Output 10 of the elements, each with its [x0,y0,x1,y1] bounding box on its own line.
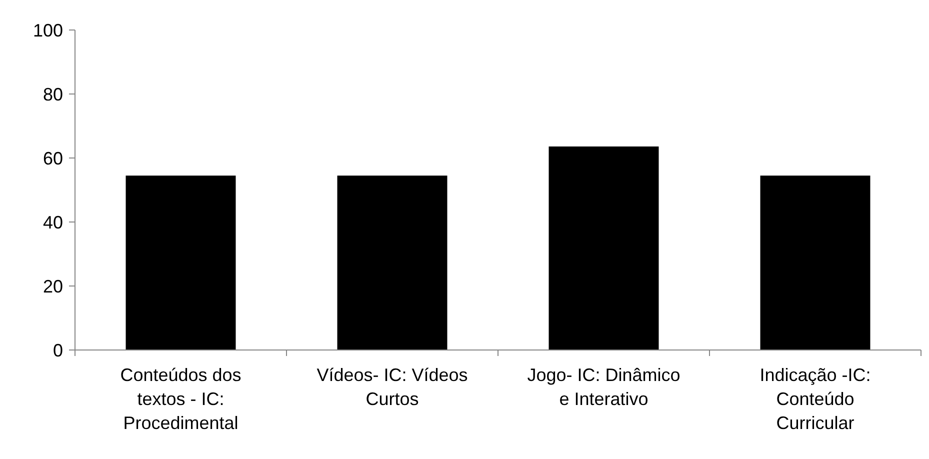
x-tick-label: Jogo- IC: Dinâmico e Interativo [527,365,680,409]
y-tick-label: 100 [32,20,63,40]
x-tick-label: Vídeos- IC: Vídeos Curtos [316,365,468,409]
y-tick-label: 80 [42,84,63,104]
y-tick-label: 60 [42,148,63,168]
y-tick-label: 0 [52,340,63,360]
y-tick-label: 40 [42,212,63,232]
x-tick-label: Indicação -IC: Conteúdo Curricular [760,365,871,433]
y-tick-label: 20 [42,276,63,296]
x-tick-label: Conteúdos dos textos - IC: Procedimental [120,365,242,433]
